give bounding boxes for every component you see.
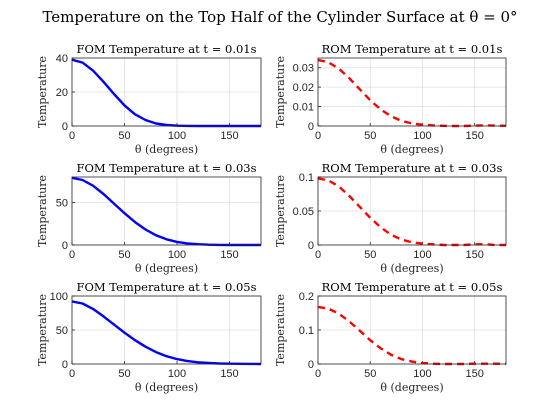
subplot-6: 0 50 100 150 0 0.1 0.2 ROM Temperature at t = 0… xyxy=(274,280,507,394)
plot-area xyxy=(72,177,261,245)
x-tick-label: 0 xyxy=(69,130,75,142)
x-tick-label: 0 xyxy=(315,130,321,142)
series-line xyxy=(317,177,506,247)
series-line xyxy=(317,58,507,128)
y-tick-label: 0.1 xyxy=(299,172,314,184)
x-axis-label: θ (degrees) xyxy=(135,143,198,156)
x-tick-label: 150 xyxy=(465,249,483,261)
plot-area xyxy=(318,58,506,126)
y-tick-label: 0.02 xyxy=(293,82,314,94)
x-tick-label: 0 xyxy=(69,249,75,261)
subplot-5: 0 50 100 150 0 50 100 FOM Temperature at t = 0.… xyxy=(36,280,262,394)
x-tick-label: 150 xyxy=(465,130,483,142)
subplot-title: FOM Temperature at t = 0.05s xyxy=(76,280,256,294)
x-axis-label: θ (degrees) xyxy=(380,143,443,156)
x-tick-label: 0 xyxy=(69,368,75,380)
y-axis-label: Temperature xyxy=(36,175,49,247)
subplot-title: ROM Temperature at t = 0.03s xyxy=(322,161,503,175)
figure-title: Temperature on the Top Half of the Cylin… xyxy=(42,8,517,26)
x-axis-label: θ (degrees) xyxy=(135,381,198,394)
y-tick-label: 0.05 xyxy=(293,206,314,218)
y-tick-label: 100 xyxy=(50,291,68,303)
x-tick-label: 50 xyxy=(364,130,376,142)
x-tick-label: 150 xyxy=(220,368,238,380)
x-tick-label: 150 xyxy=(220,130,238,142)
x-tick-label: 0 xyxy=(315,249,321,261)
subplot-grid: 0 50 100 150 0 20 40 FOM Temperature at t = 0.0… xyxy=(36,42,507,394)
y-tick-label: 50 xyxy=(56,325,68,337)
y-axis-label: Temperature xyxy=(274,175,287,247)
x-tick-label: 50 xyxy=(118,368,130,380)
y-tick-label: 0.03 xyxy=(293,63,314,75)
x-tick-label: 150 xyxy=(465,368,483,380)
subplot-4: 0 50 100 150 0 0.05 0.1 ROM Temperature at t = … xyxy=(274,161,507,275)
subplot-1: 0 50 100 150 0 20 40 FOM Temperature at t = 0.0… xyxy=(36,42,262,156)
y-axis-label: Temperature xyxy=(36,56,49,128)
y-tick-label: 20 xyxy=(56,87,68,99)
y-tick-label: 0 xyxy=(62,121,68,133)
subplot-2: 0 50 100 150 0 0.01 0.02 0.03 ROM Temperature at… xyxy=(274,42,507,156)
subplot-title: FOM Temperature at t = 0.01s xyxy=(76,42,256,56)
y-tick-label: 0.01 xyxy=(293,102,314,114)
x-tick-label: 50 xyxy=(364,368,376,380)
y-axis-label: Temperature xyxy=(274,294,287,366)
y-tick-label: 0 xyxy=(308,240,314,252)
y-tick-label: 0.2 xyxy=(299,291,314,303)
x-tick-label: 100 xyxy=(413,249,431,261)
subplot-title: ROM Temperature at t = 0.05s xyxy=(322,280,503,294)
axes-frame xyxy=(317,57,507,127)
x-axis-label: θ (degrees) xyxy=(380,262,443,275)
x-tick-label: 0 xyxy=(315,368,321,380)
x-axis-label: θ (degrees) xyxy=(380,381,443,394)
x-tick-label: 50 xyxy=(118,130,130,142)
axes-frame xyxy=(71,57,262,127)
x-tick-label: 100 xyxy=(168,368,186,380)
x-tick-label: 100 xyxy=(413,130,431,142)
axes-frame xyxy=(71,295,262,365)
x-tick-label: 50 xyxy=(118,249,130,261)
y-tick-label: 0 xyxy=(62,240,68,252)
y-axis-label: Temperature xyxy=(274,56,287,128)
x-tick-label: 50 xyxy=(364,249,376,261)
x-tick-label: 150 xyxy=(220,249,238,261)
subplot-title: FOM Temperature at t = 0.03s xyxy=(76,161,256,175)
x-tick-label: 100 xyxy=(168,130,186,142)
subplot-3: 0 50 100 150 0 50 FOM Temperature at t = 0.03s… xyxy=(36,161,262,275)
axes-frame xyxy=(71,176,262,246)
subplot-title: ROM Temperature at t = 0.01s xyxy=(322,42,503,56)
y-tick-label: 0 xyxy=(308,359,314,371)
y-tick-label: 50 xyxy=(56,198,68,210)
y-axis-label: Temperature xyxy=(36,294,49,366)
y-tick-label: 0.1 xyxy=(299,325,314,337)
x-tick-label: 100 xyxy=(413,368,431,380)
y-tick-label: 0 xyxy=(308,121,314,133)
axes-frame xyxy=(317,295,507,365)
y-tick-label: 40 xyxy=(56,53,68,65)
y-tick-label: 0 xyxy=(62,359,68,371)
axes-frame xyxy=(317,176,507,246)
x-tick-label: 100 xyxy=(168,249,186,261)
x-axis-label: θ (degrees) xyxy=(135,262,198,275)
